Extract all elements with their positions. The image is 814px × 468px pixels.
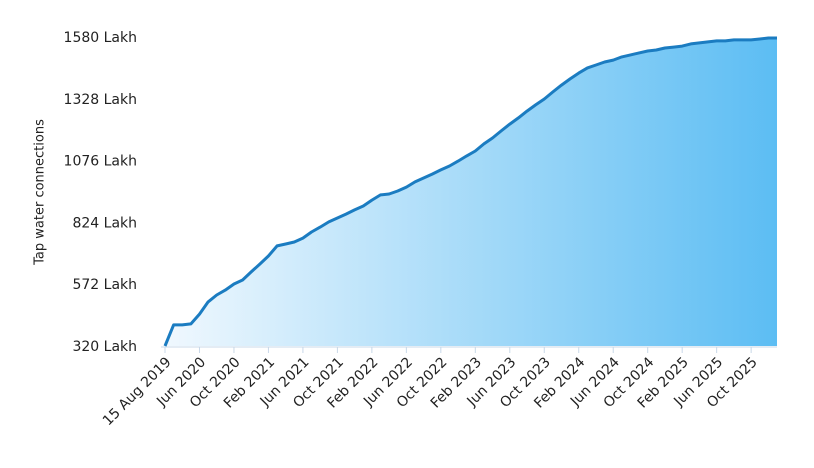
y-tick-label: 1580 Lakh bbox=[64, 30, 137, 46]
y-tick-label: 320 Lakh bbox=[72, 339, 137, 355]
y-tick-label: 1076 Lakh bbox=[64, 154, 137, 170]
y-axis-label: Tap water connections bbox=[33, 119, 48, 266]
area bbox=[165, 38, 777, 346]
line bbox=[163, 36, 777, 347]
y-tick-label: 824 Lakh bbox=[72, 215, 137, 231]
y-tick-label: 1328 Lakh bbox=[64, 92, 137, 108]
y-tick-label: 572 Lakh bbox=[72, 277, 137, 293]
